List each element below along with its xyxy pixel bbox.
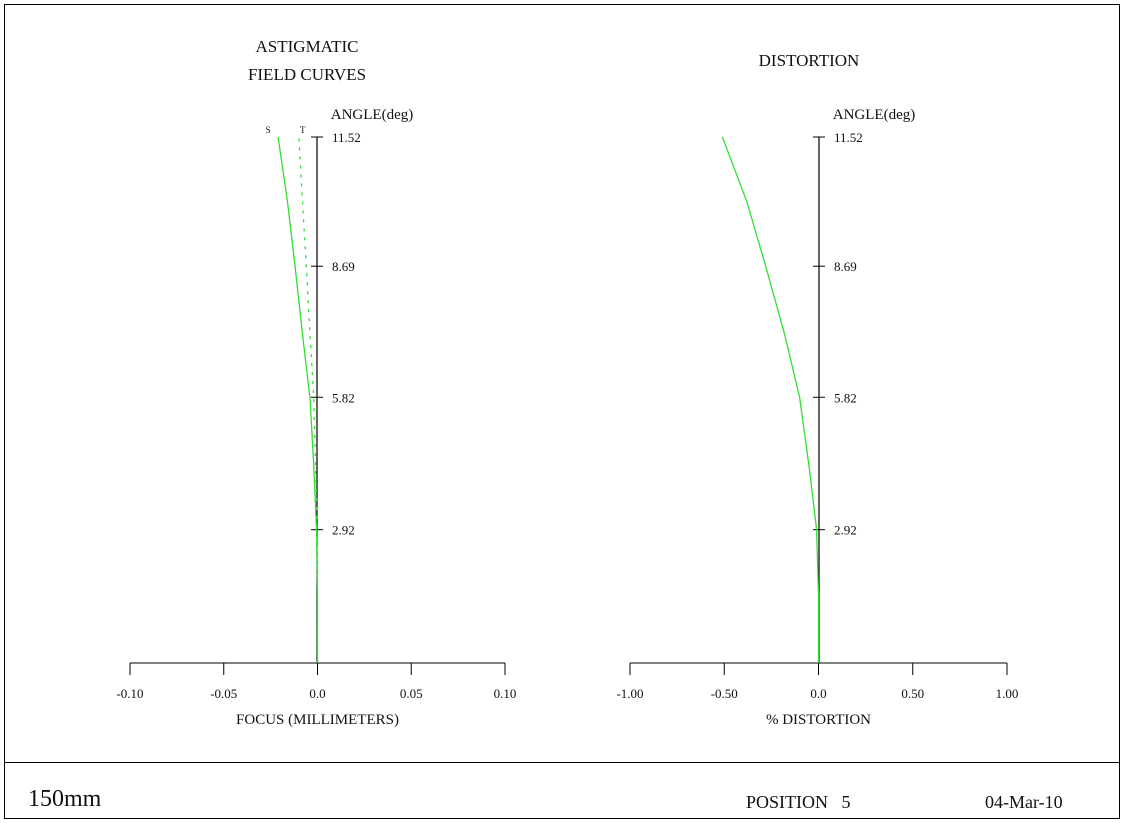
plot-date: 04-Mar-10 bbox=[985, 792, 1063, 812]
field-curves-y-tick-label: 11.52 bbox=[332, 130, 361, 145]
frame-border bbox=[4, 4, 1120, 819]
position-value: 5 bbox=[841, 792, 851, 812]
field-curves-x-tick-label: 0.10 bbox=[494, 686, 517, 701]
distortion-y-tick-label: 11.52 bbox=[834, 130, 863, 145]
field-curves-series-s bbox=[277, 136, 319, 663]
field-curves-series-label-t: T bbox=[300, 125, 306, 135]
field-curves-series-t bbox=[298, 136, 319, 663]
field-curves-series-label-s: S bbox=[266, 125, 271, 135]
field-curves-y-tick-label: 5.82 bbox=[332, 390, 355, 405]
distortion-y-axis-label: ANGLE(deg) bbox=[833, 107, 915, 123]
distortion-y-tick-label: 8.69 bbox=[834, 259, 857, 274]
distortion-series-curve bbox=[721, 136, 820, 663]
field-curves-y-tick-label: 8.69 bbox=[332, 259, 355, 274]
field-curves-x-axis-label: FOCUS (MILLIMETERS) bbox=[236, 712, 399, 728]
position-label: POSITION bbox=[746, 792, 829, 812]
field-curves-y-axis-label: ANGLE(deg) bbox=[331, 107, 413, 123]
distortion-x-tick-label: 0.50 bbox=[901, 686, 924, 701]
distortion-title-line: DISTORTION bbox=[759, 51, 860, 70]
distortion-x-tick-label: 1.00 bbox=[996, 686, 1019, 701]
distortion-y-tick-label: 2.92 bbox=[834, 523, 857, 538]
footer-divider bbox=[4, 762, 1120, 763]
distortion-x-tick-label: -1.00 bbox=[616, 686, 643, 701]
field-curves-title-line: ASTIGMATIC bbox=[256, 37, 359, 56]
field-curves-y-tick-label: 2.92 bbox=[332, 523, 355, 538]
distortion-y-tick-label: 5.82 bbox=[834, 390, 857, 405]
distortion-x-axis-label: % DISTORTION bbox=[766, 712, 871, 728]
distortion-x-tick-label: -0.50 bbox=[711, 686, 738, 701]
field-curves-title-line: FIELD CURVES bbox=[248, 65, 366, 84]
field-curves-x-tick-label: -0.05 bbox=[210, 686, 237, 701]
field-curves-x-tick-label: 0.05 bbox=[400, 686, 423, 701]
position-readout: POSITION 5 bbox=[746, 792, 851, 813]
field-curves-and-distortion-charts: ASTIGMATIC FIELD CURVES ANGLE(deg) -0.10 -0.… bbox=[116, 37, 1019, 728]
lens-label: 150mm bbox=[28, 786, 102, 812]
field-curves-x-tick-label: -0.10 bbox=[116, 686, 143, 701]
distortion-x-tick-label: 0.0 bbox=[810, 686, 826, 701]
field-curves-x-tick-label: 0.0 bbox=[309, 686, 325, 701]
